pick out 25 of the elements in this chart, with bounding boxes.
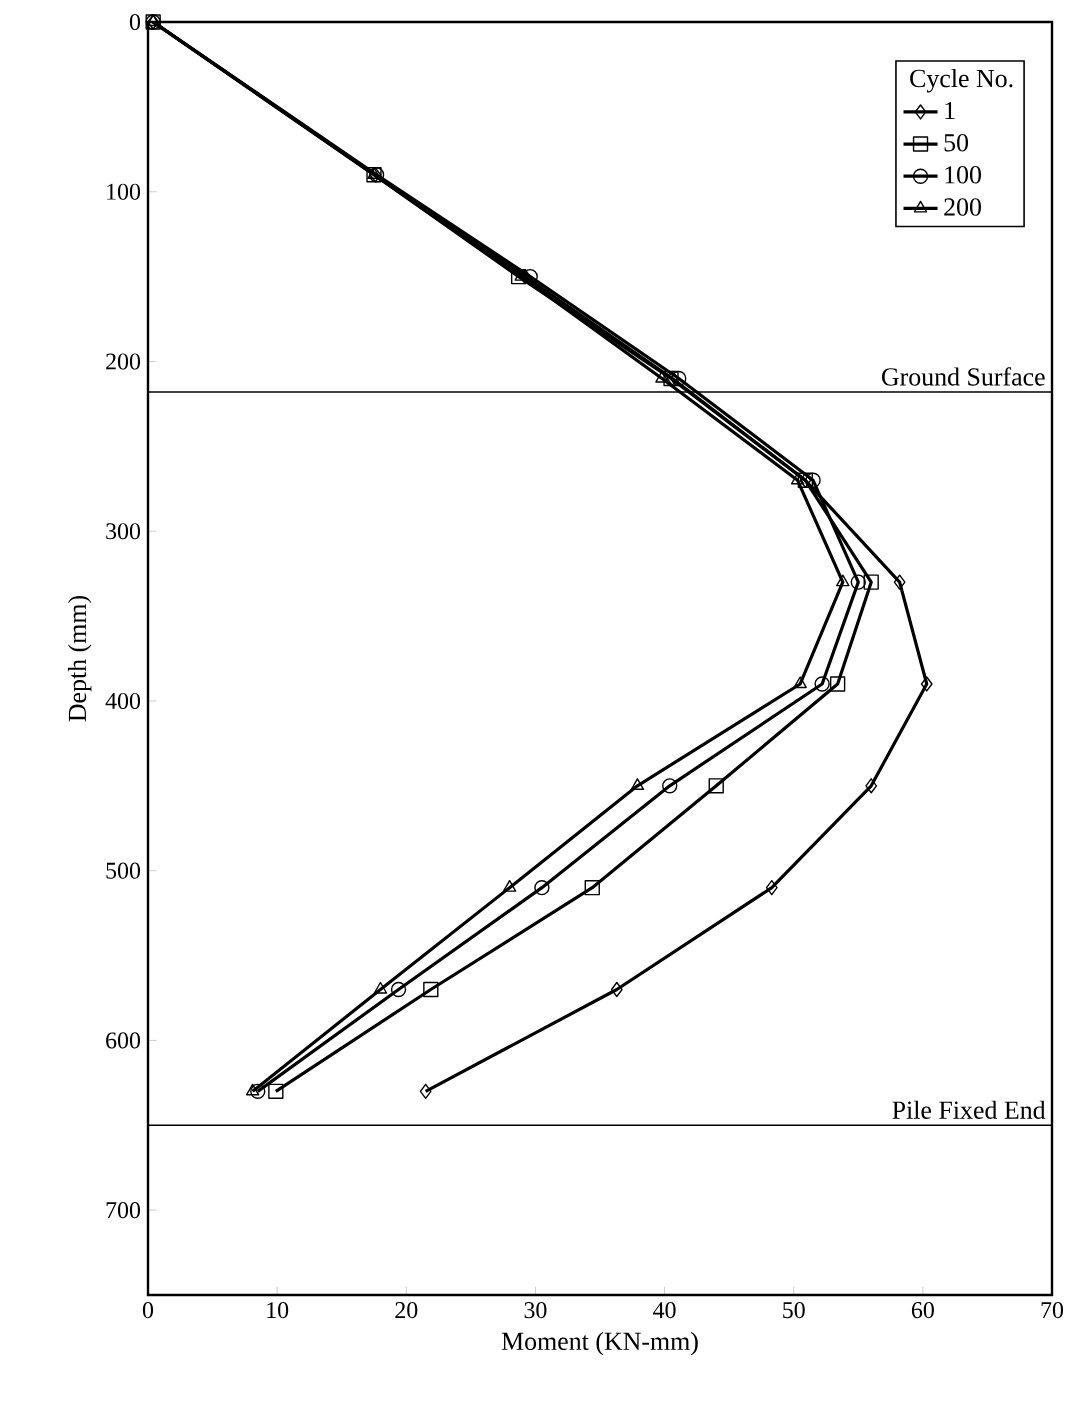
x-tick-label: 70 — [1041, 1302, 1064, 1319]
y-tick-label: 400 — [105, 692, 141, 709]
ref-line-label: Ground Surface — [881, 367, 1045, 386]
x-tick-label: 20 — [395, 1302, 418, 1319]
x-tick-label: 30 — [524, 1302, 547, 1319]
y-tick-label: 700 — [106, 1202, 141, 1219]
legend-label: 50 — [944, 133, 969, 152]
legend-label: 200 — [944, 198, 981, 216]
y-axis-title: Depth (mm) — [67, 595, 92, 722]
legend-label: 100 — [945, 166, 981, 184]
y-tick-label: 300 — [106, 523, 141, 540]
y-tick-label: 200 — [106, 353, 141, 370]
x-tick-label: 50 — [783, 1302, 805, 1319]
y-tick-label: 600 — [106, 1032, 141, 1049]
legend-title: Cycle No. — [910, 68, 1013, 93]
x-axis-title: Moment (KN-mm) — [501, 1331, 698, 1356]
legend-label: 1 — [945, 101, 955, 119]
x-tick-label: 60 — [911, 1302, 934, 1319]
ref-line-label: Pile Fixed End — [892, 1100, 1046, 1119]
y-tick-label: 100 — [107, 183, 141, 200]
x-tick-label: 10 — [267, 1302, 289, 1319]
y-tick-label: 500 — [106, 862, 141, 879]
x-tick-label: 40 — [653, 1302, 676, 1319]
y-tick-label: 0 — [129, 13, 141, 31]
x-tick-label: 0 — [142, 1302, 154, 1319]
